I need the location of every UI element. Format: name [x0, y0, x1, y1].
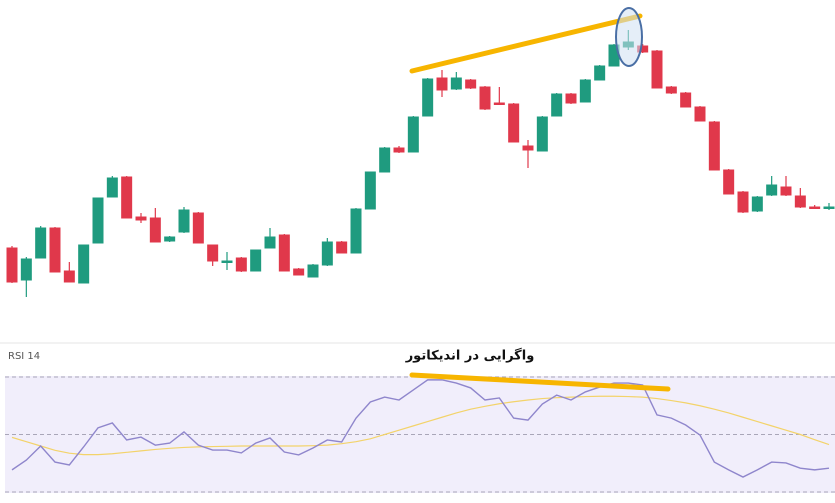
candle-body — [278, 234, 290, 272]
candle-body — [321, 241, 333, 266]
candle-body — [307, 264, 319, 278]
candle-body — [379, 147, 391, 173]
candle-body — [78, 244, 90, 284]
candle-body — [723, 169, 735, 195]
candle-body — [565, 93, 577, 104]
candle-body — [737, 191, 749, 213]
candle-body — [708, 121, 720, 171]
candle-body — [522, 145, 534, 151]
candle-body — [149, 217, 161, 243]
candle-body — [465, 79, 477, 89]
candle-body — [651, 50, 663, 89]
candle-body — [479, 86, 491, 110]
candle-body — [49, 227, 61, 273]
highlight-ellipse — [615, 7, 643, 67]
candle-body — [665, 86, 677, 94]
candle-body — [450, 77, 462, 90]
candle-body — [106, 177, 118, 198]
candle-body — [493, 102, 505, 105]
price-trendline — [409, 13, 643, 74]
candle-body — [809, 206, 821, 209]
candle-body — [766, 184, 778, 196]
rsi-trendline — [409, 372, 671, 392]
candle-body — [594, 65, 606, 81]
candle-body — [751, 196, 763, 212]
candle-body — [794, 195, 806, 208]
candle-body — [579, 79, 591, 103]
candle-body — [192, 212, 204, 244]
indicator-line — [11, 379, 830, 478]
candle-body — [393, 147, 405, 153]
candle-body — [235, 257, 247, 272]
candle-body — [20, 258, 32, 281]
candle-body — [694, 106, 706, 122]
candle-body — [436, 77, 448, 91]
candle-body — [551, 93, 563, 117]
annotation: واگرایی در اندیکاتور — [405, 348, 535, 364]
candle-body — [92, 197, 104, 244]
candle-body — [63, 270, 75, 283]
candle-body — [164, 236, 176, 242]
candle-body — [264, 236, 276, 249]
candle-body — [422, 78, 434, 117]
candle-body — [250, 249, 262, 272]
candle-body — [293, 268, 305, 276]
candle-body — [336, 241, 348, 254]
indicator-line — [11, 395, 830, 456]
candle-body — [407, 116, 419, 153]
candle-body — [780, 186, 792, 196]
candle-body — [178, 209, 190, 233]
candle-body — [35, 227, 47, 259]
candle-body — [135, 216, 147, 221]
candle-body — [823, 206, 835, 209]
candle-body — [207, 244, 219, 262]
candle-body — [221, 260, 233, 263]
candle-body — [536, 116, 548, 152]
candle-body — [680, 92, 692, 108]
candle-body — [508, 103, 520, 143]
indicator-label: RSI 14 — [8, 351, 40, 362]
candle-body — [350, 208, 362, 254]
candle-body — [121, 176, 133, 219]
candle-body — [6, 247, 18, 283]
candle-body — [364, 171, 376, 210]
